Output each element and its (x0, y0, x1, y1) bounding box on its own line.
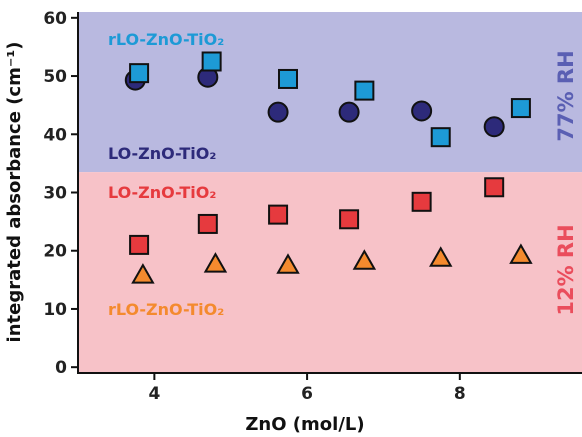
point-series1-2 (267, 101, 289, 123)
x-axis-title: ZnO (mol/L) (245, 414, 364, 435)
point-series2-1 (197, 213, 218, 234)
point-series3-0 (131, 263, 155, 284)
x-tick-label-8: 8 (454, 384, 466, 404)
y-tick-label-50: 50 (43, 67, 67, 87)
band-label-77rh: 77% RH (554, 50, 578, 141)
point-series0-1 (201, 51, 222, 72)
point-series0-0 (129, 63, 150, 84)
background-bands (78, 12, 582, 373)
data-points (124, 51, 533, 284)
point-series2-2 (268, 204, 289, 225)
y-tick-label-40: 40 (43, 125, 67, 145)
point-series3-1 (203, 252, 228, 273)
point-series0-2 (278, 68, 298, 89)
band-0 (78, 12, 582, 173)
point-series2-0 (129, 234, 150, 255)
point-series3-3 (352, 249, 377, 270)
point-series0-5 (510, 98, 531, 119)
band-1 (78, 172, 582, 373)
x-tick-label-4: 4 (148, 384, 160, 404)
point-series1-4 (411, 100, 433, 122)
annotation-rlo-12: rLO-ZnO-TiO₂ (108, 300, 224, 319)
y-axis-title: integrated absorbance (cm⁻¹) (4, 42, 25, 343)
x-tick-label-6: 6 (301, 384, 313, 404)
point-series0-4 (430, 127, 451, 148)
point-series3-5 (509, 243, 533, 264)
point-series1-3 (338, 101, 360, 123)
y-tick-label-10: 10 (43, 300, 67, 320)
point-series2-3 (339, 209, 360, 230)
point-series0-3 (354, 80, 375, 101)
y-tick-label-20: 20 (43, 242, 67, 262)
point-series2-4 (411, 191, 432, 212)
annotation-rlo-77: rLO-ZnO-TiO₂ (108, 30, 224, 49)
annotation-lo-77: LO-ZnO-TiO₂ (108, 144, 216, 163)
annotations: rLO-ZnO-TiO₂ LO-ZnO-TiO₂ LO-ZnO-TiO₂ rLO… (108, 30, 224, 319)
y-tick-label-0: 0 (55, 358, 67, 378)
point-series3-2 (276, 253, 300, 274)
point-series2-5 (484, 177, 505, 198)
y-tick-label-30: 30 (43, 184, 67, 204)
axes: 0 10 20 30 40 50 60 4 6 8 (43, 9, 582, 404)
band-label-12rh: 12% RH (554, 224, 578, 315)
point-series1-5 (483, 116, 505, 138)
point-series3-4 (429, 246, 453, 267)
annotation-lo-12: LO-ZnO-TiO₂ (108, 183, 216, 202)
y-tick-label-60: 60 (43, 9, 67, 29)
